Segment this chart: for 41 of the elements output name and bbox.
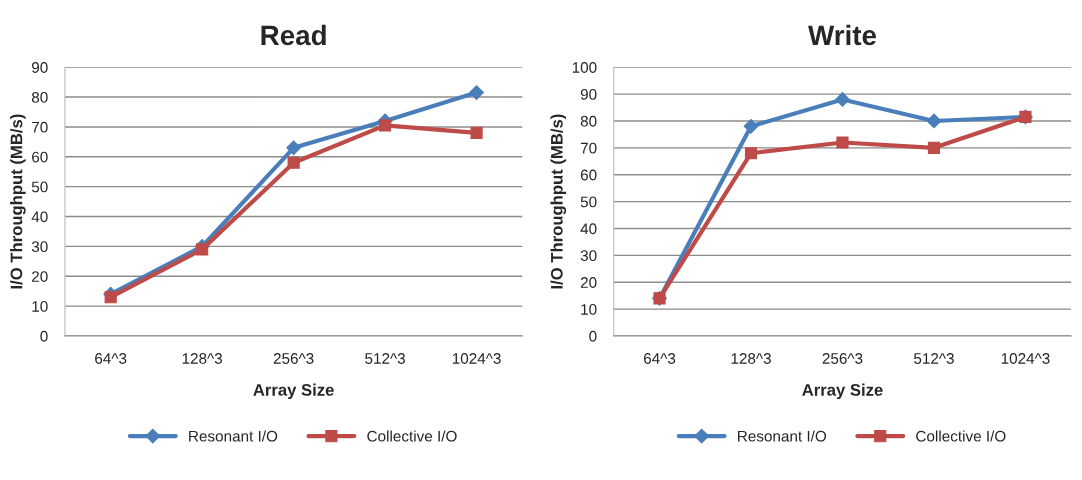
y-tick-label: 70	[580, 142, 597, 154]
x-tick-label: 64^3	[643, 353, 676, 364]
y-tick-label: 60	[580, 169, 597, 181]
x-tick-label: 256^3	[822, 353, 863, 364]
y-tick-label: 80	[580, 115, 597, 127]
y-tick-label: 100	[572, 62, 597, 73]
y-axis-title: I/O Throughput (MB/s)	[10, 114, 26, 289]
y-tick-label: 40	[580, 223, 597, 235]
y-tick-label: 30	[580, 250, 597, 262]
x-tick-label: 256^3	[273, 353, 314, 364]
y-tick-label: 90	[31, 62, 48, 73]
legend-label: Collective I/O	[916, 430, 1006, 442]
y-tick-label: 10	[32, 301, 48, 312]
x-axis-title: Array Size	[253, 383, 334, 400]
y-tick-label: 80	[31, 91, 48, 103]
y-tick-label: 40	[31, 211, 48, 223]
chart-title: Write	[808, 24, 877, 46]
x-tick-label: 1024^3	[1001, 353, 1050, 364]
y-tick-label: 0	[40, 330, 48, 342]
x-tick-label: 128^3	[731, 353, 771, 364]
y-tick-label: 30	[31, 241, 48, 253]
y-tick-label: 60	[32, 151, 48, 163]
y-tick-label: 50	[580, 196, 597, 208]
legend-label: Collective I/O	[367, 430, 457, 442]
x-tick-label: 64^3	[95, 353, 127, 364]
y-tick-label: 70	[32, 121, 48, 133]
x-tick-label: 512^3	[365, 353, 405, 364]
x-tick-label: 128^3	[182, 353, 223, 364]
y-tick-label: 50	[31, 181, 48, 193]
legend-label: Resonant I/O	[189, 430, 278, 442]
x-tick-label: 512^3	[914, 353, 954, 364]
chart-title: Read	[261, 24, 326, 46]
x-axis-title: Array Size	[802, 383, 883, 400]
y-tick-label: 10	[581, 303, 597, 315]
y-axis-title: I/O Throughput (MB/s)	[550, 114, 567, 289]
x-tick-label: 1024^3	[452, 353, 501, 364]
y-tick-label: 0	[589, 330, 597, 342]
y-tick-label: 90	[580, 88, 597, 100]
y-tick-label: 20	[580, 277, 597, 288]
y-tick-label: 20	[32, 271, 48, 282]
legend-label: Resonant I/O	[738, 430, 827, 442]
